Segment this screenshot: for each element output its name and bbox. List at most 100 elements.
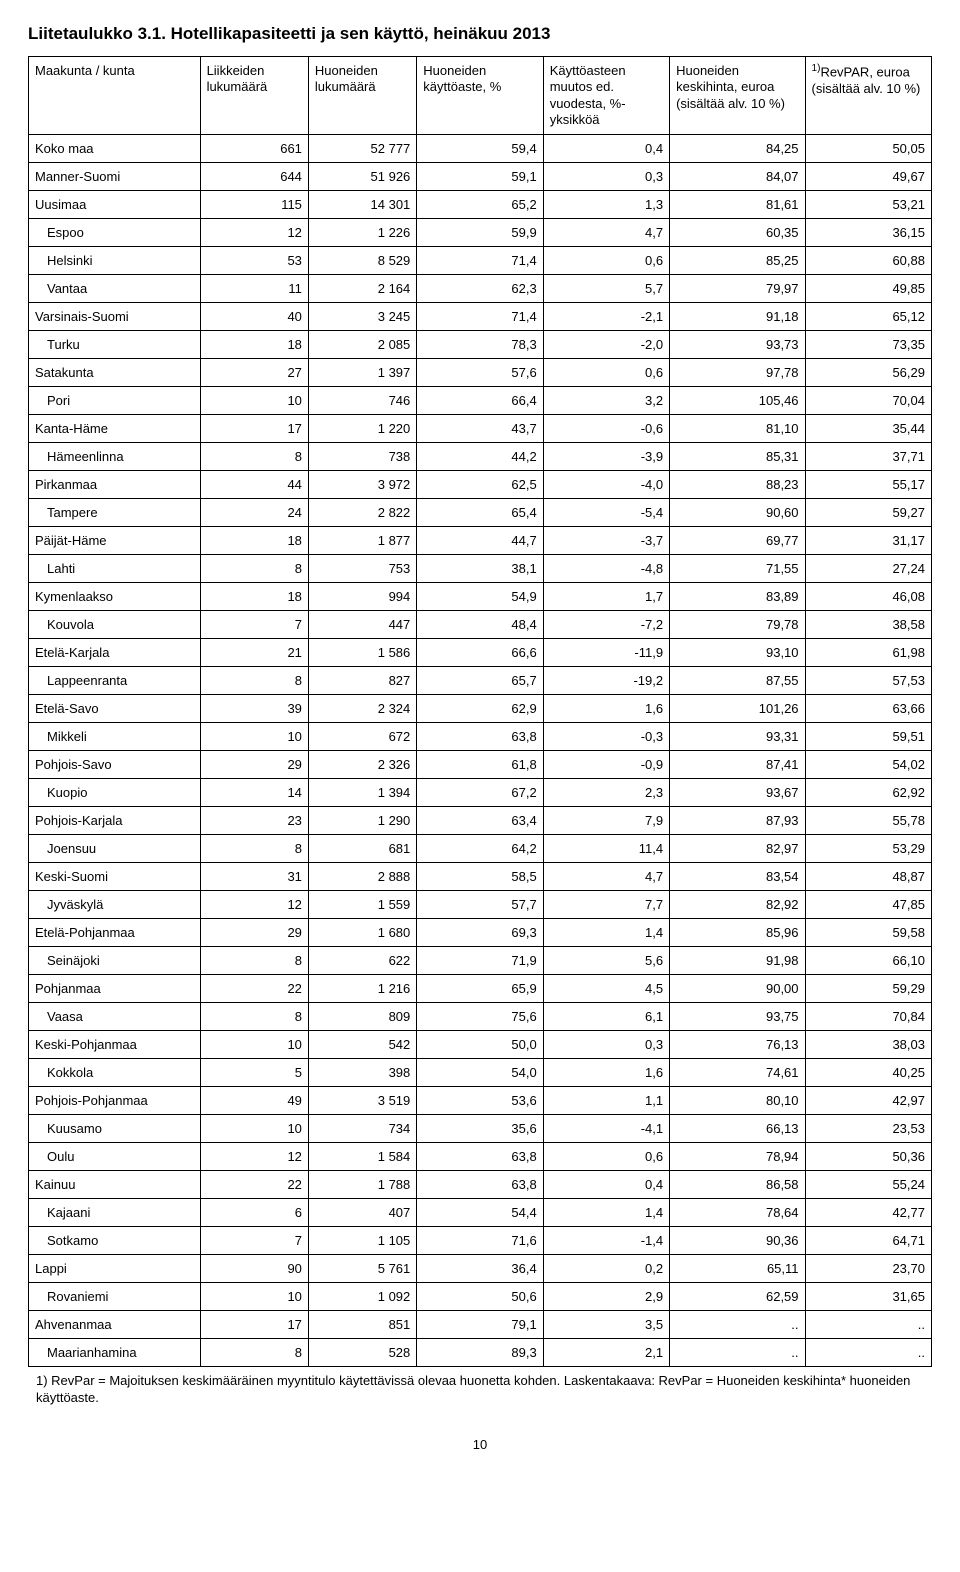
row-label: Seinäjoki: [29, 947, 201, 975]
row-value: 75,6: [417, 1003, 543, 1031]
row-value: -19,2: [543, 667, 669, 695]
row-value: 91,98: [670, 947, 805, 975]
row-value: 23,53: [805, 1115, 931, 1143]
row-value: 53: [200, 247, 308, 275]
row-value: 88,23: [670, 471, 805, 499]
row-value: 70,84: [805, 1003, 931, 1031]
row-value: 48,87: [805, 863, 931, 891]
row-value: 63,4: [417, 807, 543, 835]
row-value: 85,31: [670, 443, 805, 471]
row-value: 31,17: [805, 527, 931, 555]
row-value: 83,89: [670, 583, 805, 611]
row-value: 3 245: [308, 303, 416, 331]
row-value: 1 105: [308, 1227, 416, 1255]
row-value: 661: [200, 135, 308, 163]
row-label: Pohjois-Karjala: [29, 807, 201, 835]
row-value: -0,9: [543, 751, 669, 779]
data-table: Maakunta / kunta Liikkeiden lukumäärä Hu…: [28, 56, 932, 1367]
row-value: 53,6: [417, 1087, 543, 1115]
row-value: 60,35: [670, 219, 805, 247]
row-value: 14 301: [308, 191, 416, 219]
row-value: 57,7: [417, 891, 543, 919]
row-value: 62,5: [417, 471, 543, 499]
row-value: 65,4: [417, 499, 543, 527]
row-value: ..: [805, 1311, 931, 1339]
row-value: 42,97: [805, 1087, 931, 1115]
table-row: Lappi905 76136,40,265,1123,70: [29, 1255, 932, 1283]
row-value: 10: [200, 1031, 308, 1059]
row-label: Päijät-Häme: [29, 527, 201, 555]
table-row: Manner-Suomi64451 92659,10,384,0749,67: [29, 163, 932, 191]
row-value: 76,13: [670, 1031, 805, 1059]
table-row: Rovaniemi101 09250,62,962,5931,65: [29, 1283, 932, 1311]
row-value: 1,7: [543, 583, 669, 611]
row-value: 0,2: [543, 1255, 669, 1283]
row-value: 52 777: [308, 135, 416, 163]
row-value: 18: [200, 583, 308, 611]
row-value: 44: [200, 471, 308, 499]
table-row: Ahvenanmaa1785179,13,5....: [29, 1311, 932, 1339]
row-value: 50,6: [417, 1283, 543, 1311]
table-row: Seinäjoki862271,95,691,9866,10: [29, 947, 932, 975]
row-label: Kouvola: [29, 611, 201, 639]
table-row: Espoo121 22659,94,760,3536,15: [29, 219, 932, 247]
row-value: 31,65: [805, 1283, 931, 1311]
row-value: ..: [670, 1339, 805, 1367]
row-value: 994: [308, 583, 416, 611]
table-row: Turku182 08578,3-2,093,7373,35: [29, 331, 932, 359]
row-label: Vaasa: [29, 1003, 201, 1031]
row-value: 78,94: [670, 1143, 805, 1171]
table-row: Oulu121 58463,80,678,9450,36: [29, 1143, 932, 1171]
row-label: Vantaa: [29, 275, 201, 303]
row-value: 51 926: [308, 163, 416, 191]
row-value: 0,4: [543, 1171, 669, 1199]
row-value: 4,7: [543, 863, 669, 891]
row-value: 90: [200, 1255, 308, 1283]
row-value: 6: [200, 1199, 308, 1227]
row-value: 78,3: [417, 331, 543, 359]
table-row: Kouvola744748,4-7,279,7838,58: [29, 611, 932, 639]
row-value: 1 788: [308, 1171, 416, 1199]
table-row: Vaasa880975,66,193,7570,84: [29, 1003, 932, 1031]
row-value: 4,7: [543, 219, 669, 247]
row-value: 53,29: [805, 835, 931, 863]
row-value: 18: [200, 527, 308, 555]
table-row: Varsinais-Suomi403 24571,4-2,191,1865,12: [29, 303, 932, 331]
table-row: Kymenlaakso1899454,91,783,8946,08: [29, 583, 932, 611]
row-value: 66,10: [805, 947, 931, 975]
row-value: 44,7: [417, 527, 543, 555]
row-value: 81,10: [670, 415, 805, 443]
row-value: 22: [200, 975, 308, 1003]
row-value: 7,9: [543, 807, 669, 835]
row-value: 87,41: [670, 751, 805, 779]
row-value: 2,1: [543, 1339, 669, 1367]
row-value: 622: [308, 947, 416, 975]
row-value: 65,11: [670, 1255, 805, 1283]
row-label: Kokkola: [29, 1059, 201, 1087]
row-value: 38,58: [805, 611, 931, 639]
row-value: 66,13: [670, 1115, 805, 1143]
row-label: Espoo: [29, 219, 201, 247]
col-header: Huoneiden lukumäärä: [308, 57, 416, 135]
row-value: 1 680: [308, 919, 416, 947]
row-value: 1,1: [543, 1087, 669, 1115]
row-label: Pirkanmaa: [29, 471, 201, 499]
row-value: 93,67: [670, 779, 805, 807]
row-value: 2 324: [308, 695, 416, 723]
row-value: 48,4: [417, 611, 543, 639]
table-row: Pohjois-Karjala231 29063,47,987,9355,78: [29, 807, 932, 835]
row-value: 54,4: [417, 1199, 543, 1227]
row-value: 38,03: [805, 1031, 931, 1059]
table-row: Pohjois-Pohjanmaa493 51953,61,180,1042,9…: [29, 1087, 932, 1115]
row-value: 69,77: [670, 527, 805, 555]
row-value: -4,8: [543, 555, 669, 583]
table-row: Pohjois-Savo292 32661,8-0,987,4154,02: [29, 751, 932, 779]
row-value: 1 877: [308, 527, 416, 555]
row-value: 827: [308, 667, 416, 695]
row-value: 1,6: [543, 1059, 669, 1087]
row-value: 39: [200, 695, 308, 723]
row-value: 44,2: [417, 443, 543, 471]
table-row: Uusimaa11514 30165,21,381,6153,21: [29, 191, 932, 219]
row-value: 11,4: [543, 835, 669, 863]
row-value: -7,2: [543, 611, 669, 639]
